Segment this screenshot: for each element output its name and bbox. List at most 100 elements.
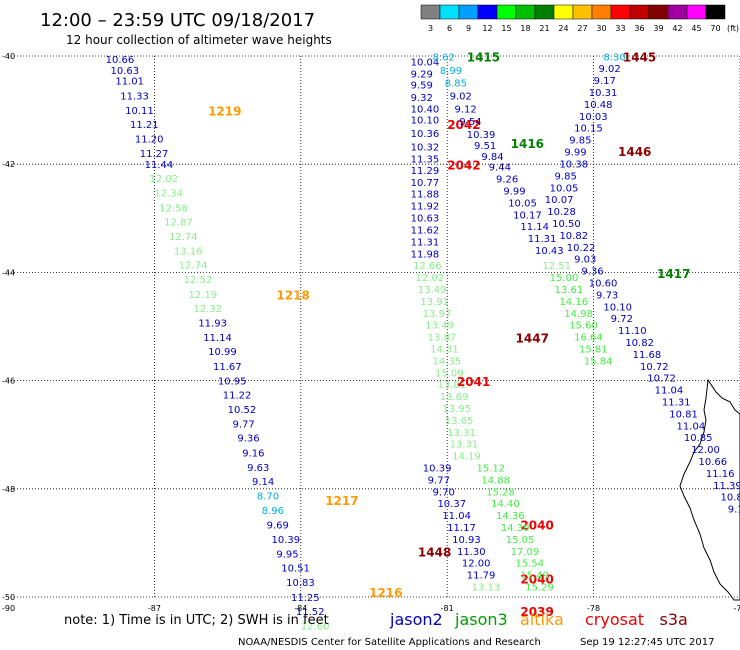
- wave-height-label: 12.87: [164, 217, 193, 228]
- wave-height-label: 13.13: [472, 583, 501, 594]
- axes: -40 -42 -44 -46 -48 -50 -87 -84 -81 -78 -75 -90: [2, 52, 740, 613]
- wave-height-label: 11.10: [618, 326, 647, 337]
- legend-label: 45: [691, 24, 701, 33]
- wave-height-label: 11.93: [198, 319, 227, 330]
- footer-note: note: 1) Time is in UTC; 2) SWH is in fe…: [64, 613, 329, 628]
- wave-height-label: 14.35: [433, 356, 462, 367]
- time-label: 1448: [418, 545, 451, 559]
- wave-height-label: 10.15: [574, 124, 603, 135]
- wave-height-label: 17.09: [511, 547, 540, 558]
- wave-height-label: 12.51: [542, 261, 571, 272]
- legend-swatch: [477, 4, 498, 20]
- y-tick-label: -44: [2, 268, 15, 277]
- wave-height-label: 11.14: [520, 222, 549, 233]
- wave-height-label: 9.77: [428, 475, 450, 486]
- wave-height-label: 14.88: [481, 475, 510, 486]
- wave-height-label: 10.72: [640, 362, 669, 373]
- wave-height-label: 11.31: [662, 397, 691, 408]
- wave-height-label: 9.84: [481, 152, 503, 163]
- wave-height-label: 12.66: [413, 261, 442, 272]
- y-tick-label: -46: [2, 377, 15, 386]
- wave-height-label: 10.04: [411, 58, 440, 69]
- wave-height-label: 15.12: [476, 463, 505, 474]
- x-tick-label: -90: [2, 604, 15, 613]
- track-s3a_track: 8.309.029.1710.3110.4810.0310.159.859.99…: [418, 50, 740, 559]
- wave-height-label: 10.95: [218, 376, 247, 387]
- wave-height-label: 10.38: [559, 159, 588, 170]
- wave-height-label: 10.32: [411, 143, 440, 154]
- wave-height-label: 10.05: [550, 183, 579, 194]
- wave-height-label: 9.95: [276, 550, 298, 561]
- time-label: 2040: [520, 572, 553, 586]
- wave-height-label: 10.82: [625, 338, 654, 349]
- wave-height-label: 12.58: [159, 203, 188, 214]
- wave-height-label: 10.10: [603, 302, 632, 313]
- legend-label: 3: [428, 24, 433, 33]
- wave-height-label: 12.02: [415, 273, 444, 284]
- wave-height-label: 12.00: [691, 445, 720, 456]
- credit-line: NOAA/NESDIS Center for Satellite Applica…: [238, 637, 541, 648]
- wave-height-label: 10.39: [423, 463, 452, 474]
- legend-label: 21: [539, 24, 549, 33]
- legend-label: 12: [482, 24, 492, 33]
- wave-height-label: 13.91: [420, 297, 449, 308]
- legend-swatch: [496, 4, 517, 20]
- wave-height-label: 8.62: [433, 52, 455, 63]
- wave-height-label: 16.64: [574, 333, 603, 344]
- wave-height-label: 9.99: [564, 148, 586, 159]
- legend-label: 15: [501, 24, 511, 33]
- wave-height-label: 9.44: [489, 163, 511, 174]
- wave-height-label: 11.20: [135, 135, 164, 146]
- legend-unit: (ft): [727, 24, 739, 33]
- time-label: 2042: [447, 118, 480, 132]
- data-marks: 10.6610.6311.0111.3310.1111.2111.2011.27…: [106, 50, 740, 632]
- legend-swatch: [667, 4, 688, 20]
- x-tick-label: -81: [441, 604, 454, 613]
- wave-height-label: 15.81: [579, 344, 608, 355]
- time-label: 1417: [657, 267, 690, 281]
- timestamp: Sep 19 12:27:45 UTC 2017: [580, 637, 714, 648]
- wave-height-label: 10.10: [411, 116, 440, 127]
- wave-height-label: 10.36: [411, 129, 440, 140]
- wave-height-label: 8.70: [257, 492, 279, 503]
- wave-height-label: 10.60: [589, 278, 618, 289]
- wave-height-label: 10.03: [579, 112, 608, 123]
- wave-height-label: 8.96: [262, 506, 284, 517]
- wave-height-label: 10.39: [467, 130, 496, 141]
- wave-height-label: 11.14: [203, 333, 232, 344]
- satellite-label: jason2: [389, 610, 443, 629]
- legend-swatch: [515, 4, 536, 20]
- wave-height-label: 10.83: [286, 578, 315, 589]
- wave-height-label: 13.95: [442, 404, 471, 415]
- wave-height-label: 9.72: [611, 314, 633, 325]
- track-lower_center_track: 10.399.779.7010.3711.0411.1710.9311.3012…: [423, 463, 554, 593]
- wave-height-label: 12.60: [301, 621, 330, 632]
- wave-height-label: 8.85: [445, 78, 467, 89]
- wave-height-label: 15.09: [435, 368, 464, 379]
- wave-height-label: 12.34: [154, 189, 183, 200]
- wave-height-label: 13.65: [445, 416, 474, 427]
- time-label: 2039: [520, 605, 553, 619]
- wave-height-label: 9.14: [252, 477, 274, 488]
- wave-height-label: 14.31: [430, 344, 459, 355]
- wave-height-label: 10.17: [513, 210, 542, 221]
- time-label: 2042: [447, 159, 480, 173]
- wave-height-label: 11.52: [296, 607, 325, 618]
- wave-height-label: 9.99: [503, 186, 525, 197]
- legend-swatch: [420, 4, 441, 20]
- time-label: 2040: [520, 518, 553, 532]
- wave-height-label: 13.16: [174, 247, 203, 258]
- wave-height-label: 9.32: [411, 93, 433, 104]
- satellite-label: s3a: [660, 610, 688, 629]
- wave-height-label: 10.43: [535, 246, 564, 257]
- grid-lines: [8, 55, 740, 598]
- wave-height-label: 10.31: [589, 88, 618, 99]
- chart-subtitle: 12 hour collection of altimeter wave hei…: [66, 33, 332, 47]
- wave-height-label: 10.07: [545, 195, 574, 206]
- wave-height-label: 10.99: [208, 347, 237, 358]
- wave-height-label: 14.98: [564, 309, 593, 320]
- legend-label: 6: [447, 24, 452, 33]
- legend-label: 39: [653, 24, 663, 33]
